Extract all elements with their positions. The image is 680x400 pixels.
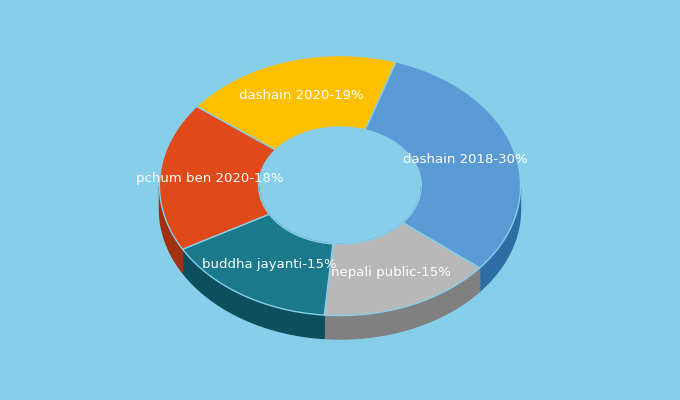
Text: nepali public-15%: nepali public-15% [331, 266, 451, 279]
Text: pchum ben 2020-18%: pchum ben 2020-18% [136, 172, 283, 185]
Polygon shape [324, 268, 479, 339]
Polygon shape [259, 186, 269, 238]
Polygon shape [479, 188, 520, 292]
Text: dashain 2020-19%: dashain 2020-19% [239, 89, 364, 102]
Text: dashain 2018-30%: dashain 2018-30% [403, 152, 528, 166]
Text: buddha jayanti-15%: buddha jayanti-15% [202, 258, 337, 271]
Polygon shape [269, 214, 333, 267]
Polygon shape [365, 62, 521, 268]
Polygon shape [403, 187, 421, 246]
Polygon shape [182, 214, 333, 315]
Polygon shape [197, 56, 396, 150]
Polygon shape [159, 106, 275, 249]
Polygon shape [324, 223, 479, 316]
Polygon shape [182, 249, 324, 338]
Polygon shape [159, 186, 182, 273]
Polygon shape [333, 223, 403, 268]
